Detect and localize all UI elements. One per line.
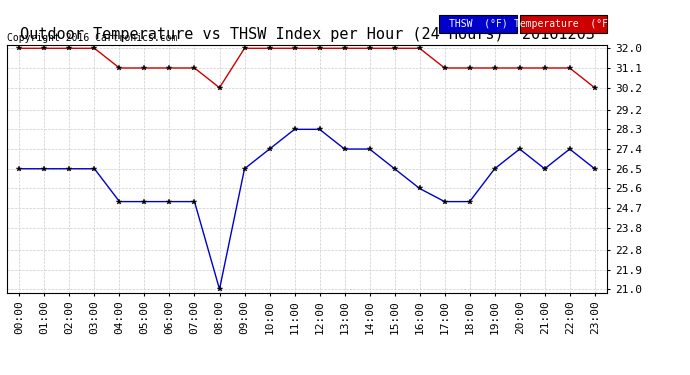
FancyBboxPatch shape — [520, 15, 607, 33]
Text: Copyright 2016 Cartronics.com: Copyright 2016 Cartronics.com — [7, 33, 177, 42]
FancyBboxPatch shape — [439, 15, 518, 33]
Title: Outdoor Temperature vs THSW Index per Hour (24 Hours)  20161203: Outdoor Temperature vs THSW Index per Ho… — [19, 27, 595, 42]
Text: THSW  (°F): THSW (°F) — [448, 19, 508, 29]
Text: Temperature  (°F): Temperature (°F) — [514, 19, 614, 29]
